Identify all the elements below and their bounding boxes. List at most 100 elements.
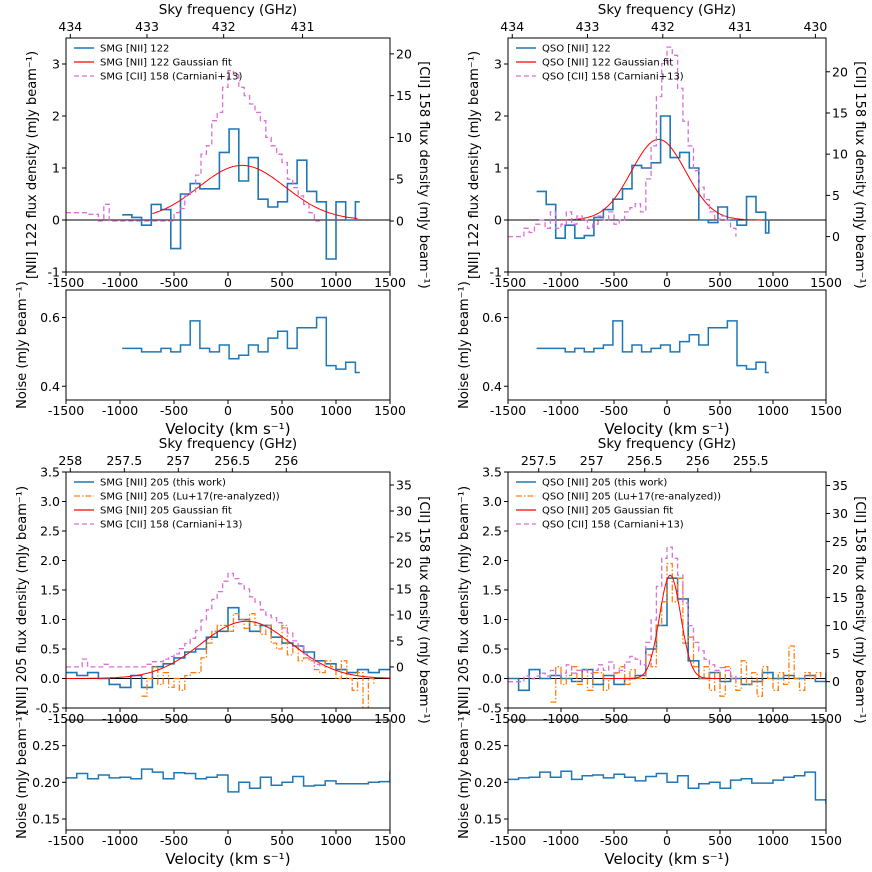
left-ytick-label: 0 bbox=[494, 213, 502, 228]
main-xtick-label: 1500 bbox=[810, 711, 842, 726]
noise-line bbox=[66, 768, 390, 793]
top-xtick-label: 430 bbox=[803, 19, 827, 34]
main-xtick-label: -1500 bbox=[48, 711, 84, 726]
left-ytick-label: 2.0 bbox=[482, 553, 502, 568]
noise-axis-label: Noise (mJy beam⁻¹) bbox=[15, 711, 30, 839]
left-ytick-label: 1.5 bbox=[40, 583, 60, 598]
legend-label: SMG [CII] 158 (Carniani+13) bbox=[100, 520, 242, 531]
noise-xtick-label: 1500 bbox=[810, 403, 842, 418]
top-xtick-label: 434 bbox=[500, 19, 524, 34]
noise-xtick-label: -500 bbox=[600, 403, 628, 418]
noise-ytick-label: 0.25 bbox=[474, 738, 502, 753]
series-line-0 bbox=[122, 128, 360, 260]
plot-area bbox=[66, 69, 360, 260]
left-ytick-label: 2.5 bbox=[482, 524, 502, 539]
main-xtick-label: 1500 bbox=[374, 711, 406, 726]
left-ytick-label: -1 bbox=[48, 265, 60, 280]
legend-label: SMG [NII] 122 bbox=[100, 44, 169, 55]
plot-area bbox=[508, 46, 770, 239]
top-xtick-label: 431 bbox=[728, 19, 752, 34]
right-ytick-label: 0 bbox=[832, 674, 840, 689]
left-ytick-label: 2 bbox=[494, 109, 502, 124]
right-ytick-label: 5 bbox=[396, 633, 404, 648]
right-ytick-label: 5 bbox=[832, 646, 840, 661]
left-ytick-label: 0 bbox=[52, 213, 60, 228]
noise-xtick-label: 0 bbox=[224, 833, 232, 848]
main-xtick-label: 1000 bbox=[320, 275, 352, 290]
left-ytick-label: 1.0 bbox=[482, 612, 502, 627]
right-ytick-label: 15 bbox=[396, 581, 412, 596]
left-ytick-label: 1.5 bbox=[482, 583, 502, 598]
series-line-3 bbox=[508, 546, 737, 683]
right-ytick-label: 20 bbox=[396, 46, 412, 61]
main-xtick-label: -1000 bbox=[543, 711, 579, 726]
noise-axis-label: Noise (mJy beam⁻¹) bbox=[15, 281, 30, 409]
right-ytick-label: 10 bbox=[832, 618, 848, 633]
noise-ytick-label: 0.20 bbox=[474, 775, 502, 790]
main-xtick-label: -1000 bbox=[543, 275, 579, 290]
noise-xtick-label: -1000 bbox=[543, 833, 579, 848]
noise-xtick-label: -500 bbox=[160, 833, 188, 848]
noise-xtick-label: -500 bbox=[160, 403, 188, 418]
legend: QSO [NII] 205 (this work) QSO [NII] 205 (… bbox=[516, 478, 721, 531]
legend: QSO [NII] 122 QSO [NII] 122 Gaussian fit Q… bbox=[516, 44, 684, 83]
noise-plot-area bbox=[122, 316, 360, 374]
series-line-2 bbox=[508, 46, 737, 238]
left-ytick-label: -0.5 bbox=[478, 701, 502, 716]
main-xtick-label: -1500 bbox=[48, 275, 84, 290]
top-axis-label: Sky frequency (GHz) bbox=[598, 436, 736, 452]
noise-xtick-label: 500 bbox=[270, 833, 294, 848]
main-xtick-label: -1000 bbox=[102, 711, 138, 726]
main-xtick-label: 0 bbox=[663, 711, 671, 726]
noise-ytick-label: 0.15 bbox=[474, 812, 502, 827]
noise-xtick-label: -1500 bbox=[48, 403, 84, 418]
main-xtick-label: -1500 bbox=[490, 711, 526, 726]
noise-line bbox=[508, 770, 826, 804]
noise-ytick-label: 0.25 bbox=[32, 738, 60, 753]
noise-xtick-label: -1500 bbox=[48, 833, 84, 848]
right-ytick-label: 35 bbox=[832, 478, 848, 493]
main-xtick-label: 1000 bbox=[320, 711, 352, 726]
top-xtick-label: 258 bbox=[58, 453, 82, 468]
main-xtick-label: -1000 bbox=[102, 275, 138, 290]
left-axis-label: [NII] 205 flux density (mJy beam⁻¹) bbox=[15, 486, 30, 714]
right-ytick-label: 15 bbox=[832, 105, 848, 120]
legend: SMG [NII] 205 (this work) SMG [NII] 205 (… bbox=[74, 478, 280, 531]
noise-plot-area bbox=[508, 770, 826, 804]
noise-line bbox=[122, 316, 360, 374]
left-ytick-label: 3 bbox=[52, 57, 60, 72]
noise-xtick-label: 500 bbox=[708, 833, 732, 848]
main-xtick-label: 0 bbox=[224, 711, 232, 726]
legend-label: QSO [NII] 205 (Lu+17(re-analyzed)) bbox=[542, 492, 721, 503]
noise-xtick-label: 1500 bbox=[810, 833, 842, 848]
right-ytick-label: 5 bbox=[396, 172, 404, 187]
right-axis-label: [CII] 158 flux density (mJy beam⁻¹) bbox=[852, 61, 867, 288]
noise-plot-area bbox=[66, 768, 390, 793]
left-ytick-label: 0.5 bbox=[40, 642, 60, 657]
right-ytick-label: 15 bbox=[396, 88, 412, 103]
legend-label: QSO [NII] 122 Gaussian fit bbox=[542, 58, 673, 69]
legend-label: SMG [NII] 122 Gaussian fit bbox=[100, 58, 232, 69]
right-ytick-label: 20 bbox=[832, 64, 848, 79]
top-xtick-label: 257 bbox=[580, 453, 604, 468]
noise-xtick-label: -1000 bbox=[102, 403, 138, 418]
top-xtick-label: 257 bbox=[166, 453, 190, 468]
top-xtick-label: 257.5 bbox=[521, 453, 557, 468]
noise-xtick-label: 0 bbox=[224, 403, 232, 418]
main-xtick-label: 0 bbox=[663, 275, 671, 290]
left-ytick-label: 2.5 bbox=[40, 524, 60, 539]
noise-ytick-label: 0.4 bbox=[40, 379, 60, 394]
legend: SMG [NII] 122 SMG [NII] 122 Gaussian fit S… bbox=[74, 44, 242, 83]
right-ytick-label: 5 bbox=[832, 188, 840, 203]
right-ytick-label: 30 bbox=[832, 506, 848, 521]
left-axis-label: [NII] 122 flux density (mJy beam⁻¹) bbox=[25, 51, 40, 279]
main-xtick-label: -500 bbox=[600, 275, 628, 290]
left-ytick-label: 3.5 bbox=[482, 465, 502, 480]
series-line-1 bbox=[560, 138, 763, 221]
top-axis-label: Sky frequency (GHz) bbox=[159, 436, 297, 452]
main-xtick-label: 500 bbox=[270, 711, 294, 726]
noise-xtick-label: 1000 bbox=[320, 403, 352, 418]
